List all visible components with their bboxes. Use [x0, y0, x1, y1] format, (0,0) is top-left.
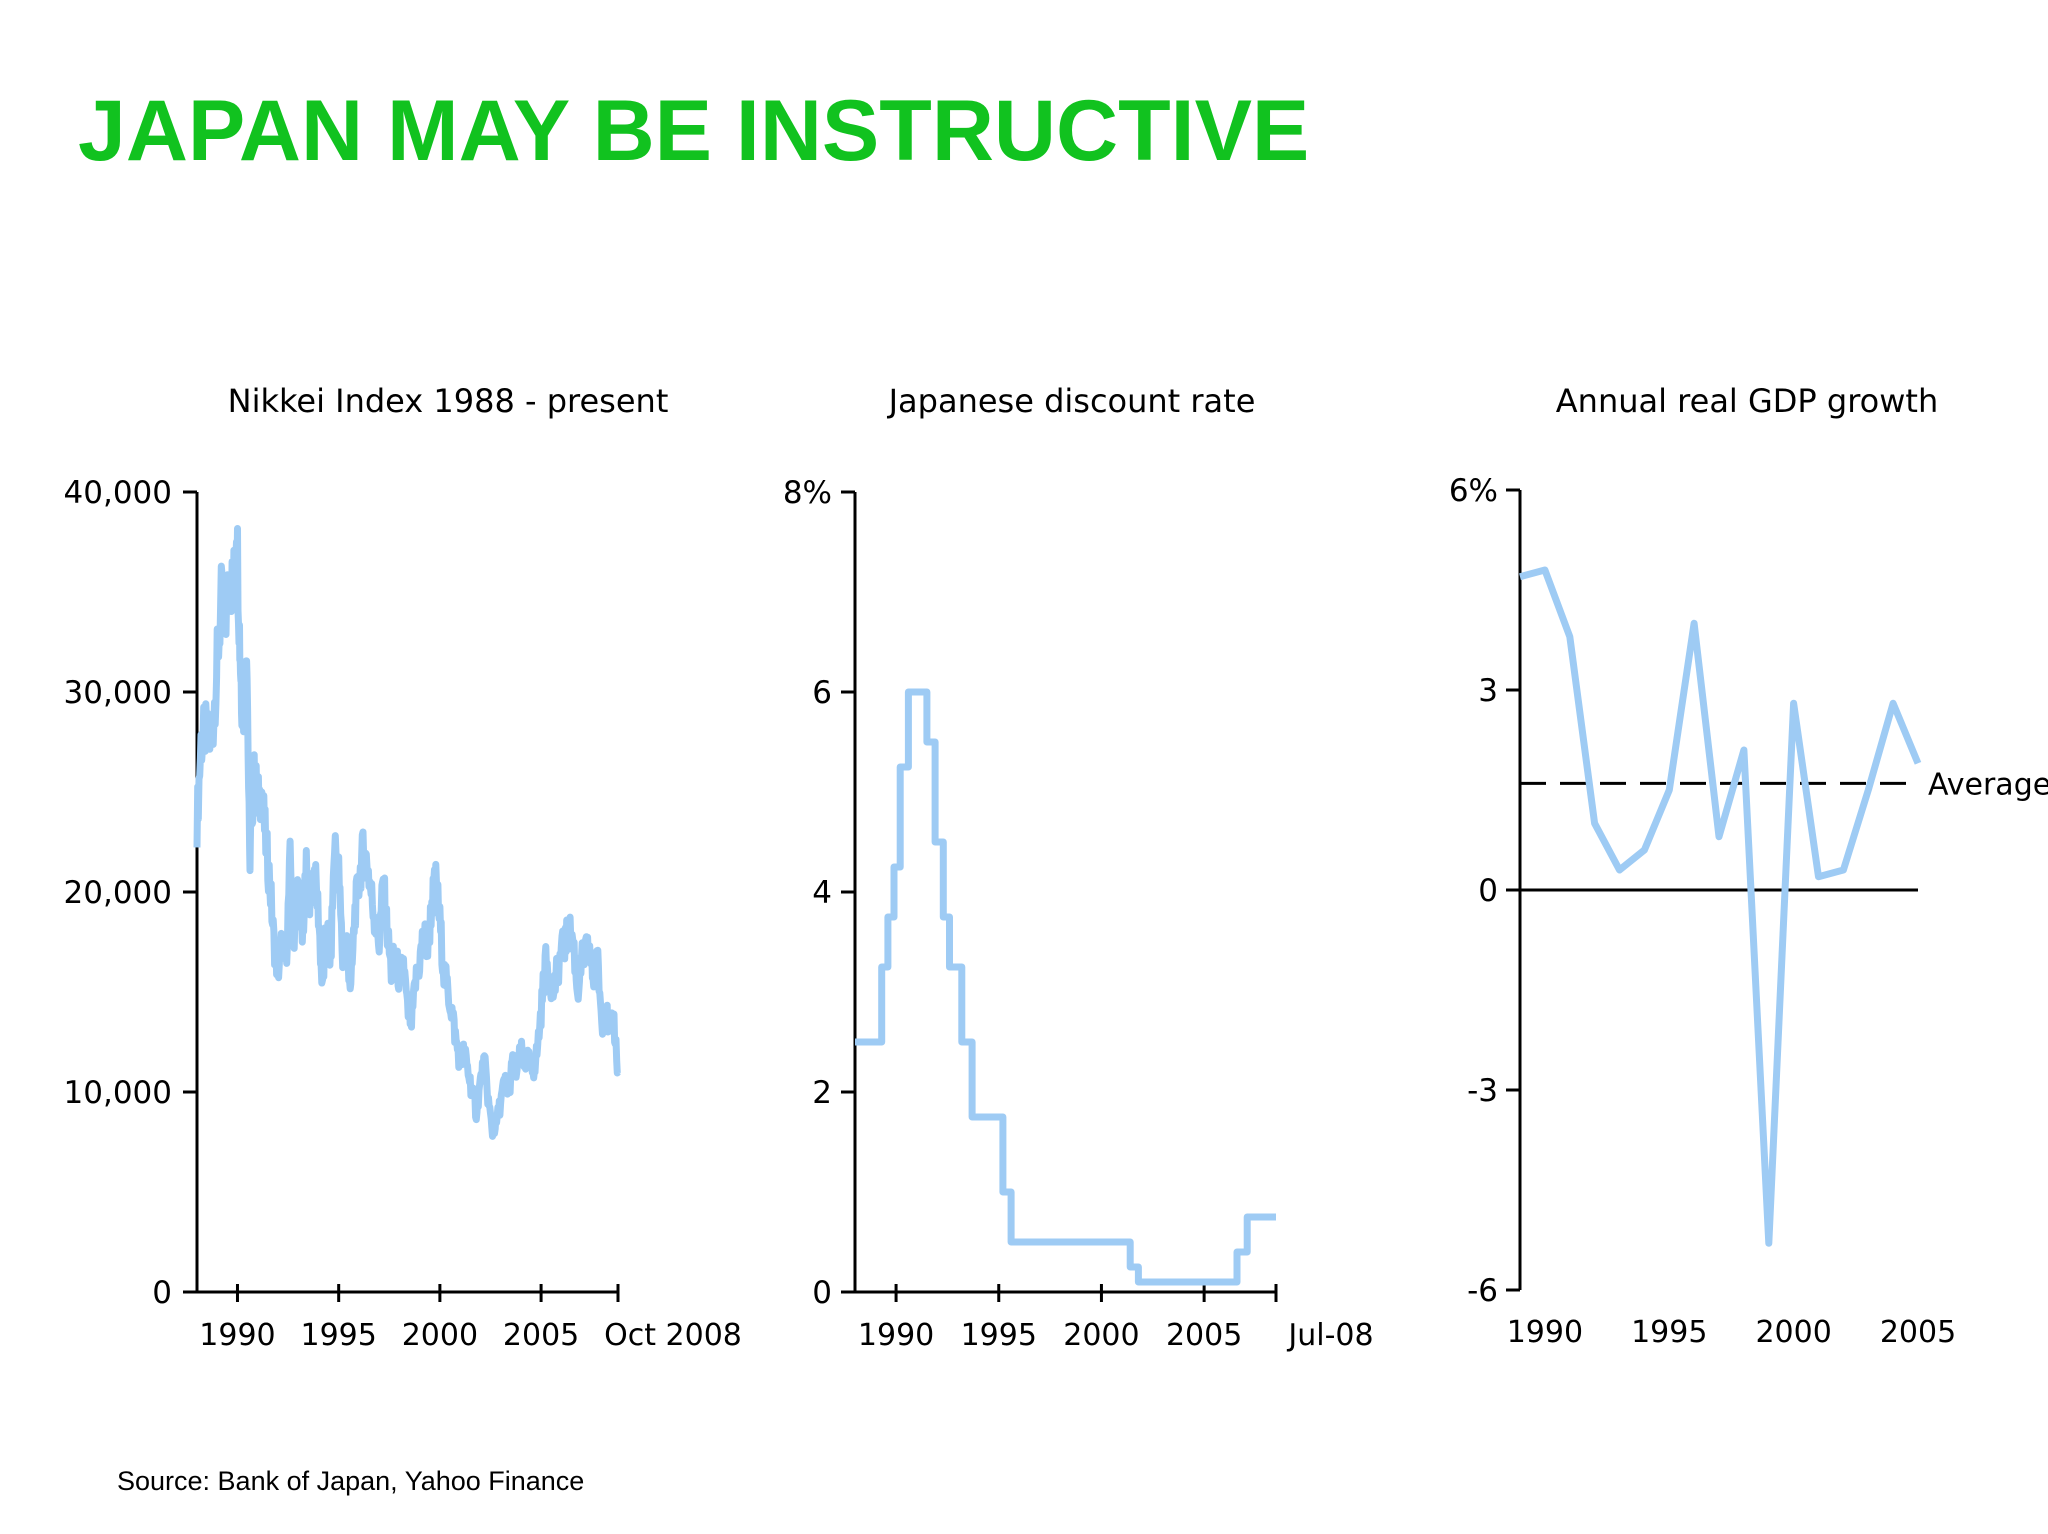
- x-tick-label: 2000: [1063, 1318, 1139, 1353]
- y-tick-label: 30,000: [64, 675, 172, 711]
- x-tick-label: Oct 2008: [604, 1318, 742, 1353]
- y-tick-label: 3: [1478, 673, 1498, 709]
- chart-3: Annual real GDP growth -6 -3 0 3 6% 1990 1995 20…: [1449, 382, 2048, 1350]
- average-label: Average: [1928, 767, 2048, 802]
- y-tick-label: 0: [152, 1275, 172, 1311]
- chart-title: Annual real GDP growth: [1556, 382, 1938, 420]
- y-tick-label: 0: [1478, 873, 1498, 909]
- x-tick-label: 2005: [1880, 1315, 1956, 1350]
- y-tick-label: -3: [1467, 1073, 1498, 1109]
- y-tick-label: 2: [812, 1075, 832, 1111]
- y-tick-label: 4: [812, 875, 832, 911]
- y-tick-label: 6: [812, 675, 832, 711]
- y-tick-label: 20,000: [64, 875, 172, 911]
- x-tick-label: 2005: [503, 1318, 579, 1353]
- x-tick-label: 2000: [1755, 1315, 1831, 1350]
- series-line: [1519, 566, 1922, 1247]
- x-tick-label: Jul-08: [1286, 1318, 1373, 1353]
- chart-1: Nikkei Index 1988 - present 0 10,000 20,000…: [64, 382, 742, 1353]
- y-tick-label: -6: [1467, 1273, 1498, 1309]
- x-tick-label: 1995: [961, 1318, 1037, 1353]
- y-tick-label: 10,000: [64, 1075, 172, 1111]
- chart-2: Japanese discount rate 0 2 4 6 8% 1990 1995 2000…: [783, 382, 1374, 1353]
- series-line: [193, 525, 621, 1140]
- x-tick-label: 2000: [402, 1318, 478, 1353]
- x-tick-label: 1990: [1507, 1315, 1583, 1350]
- x-tick-label: 2005: [1166, 1318, 1242, 1353]
- y-tick-label: 8%: [783, 475, 832, 511]
- chart-title: Japanese discount rate: [887, 382, 1256, 420]
- y-tick-label: 40,000: [64, 475, 172, 511]
- x-tick-label: 1990: [199, 1318, 275, 1353]
- chart-title: Nikkei Index 1988 - present: [228, 382, 669, 420]
- x-tick-label: 1995: [1631, 1315, 1707, 1350]
- slide-title: JAPAN MAY BE INSTRUCTIVE: [78, 83, 1310, 179]
- source-note: Source: Bank of Japan, Yahoo Finance: [117, 1466, 585, 1496]
- y-tick-label: 0: [812, 1275, 832, 1311]
- series-line: [855, 688, 1276, 1286]
- y-tick-label: 6%: [1449, 473, 1498, 509]
- x-tick-label: 1990: [858, 1318, 934, 1353]
- x-tick-label: 1995: [301, 1318, 377, 1353]
